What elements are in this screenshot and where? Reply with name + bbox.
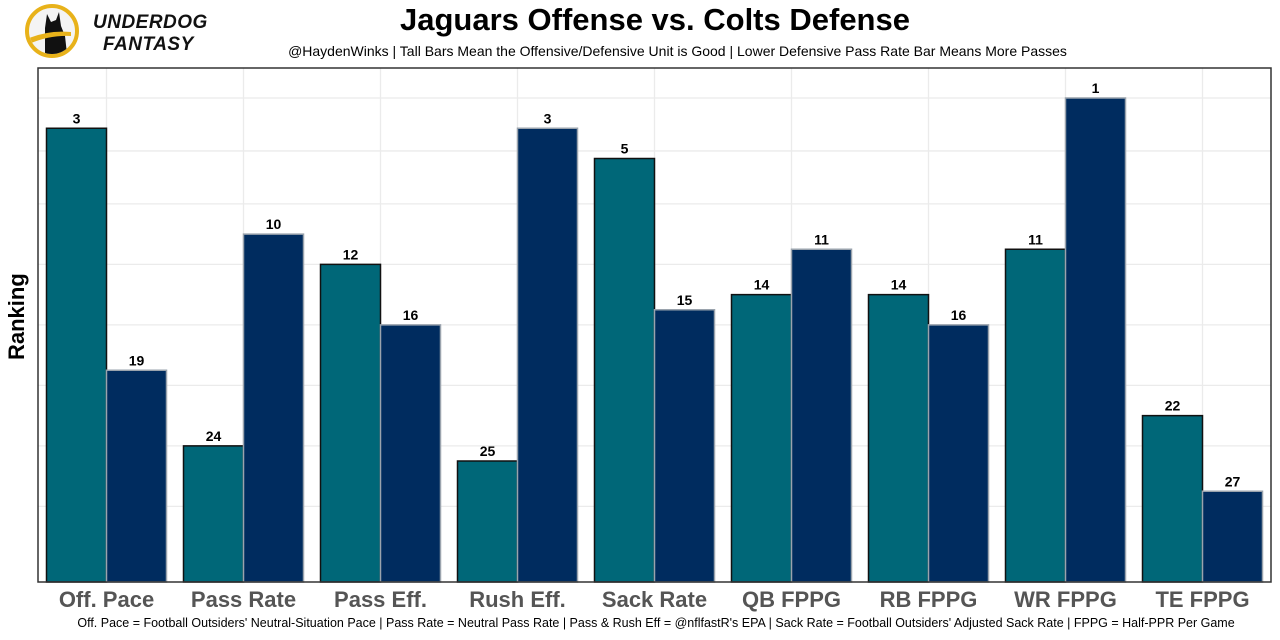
x-tick-label: Sack Rate bbox=[602, 587, 707, 612]
data-label: 1 bbox=[1092, 80, 1100, 96]
data-label: 25 bbox=[480, 443, 496, 459]
chart-title: Jaguars Offense vs. Colts Defense bbox=[400, 2, 910, 37]
data-label: 14 bbox=[891, 277, 907, 293]
bar-defense bbox=[927, 324, 990, 583]
bar-offense bbox=[867, 293, 930, 583]
x-tick-label: Off. Pace bbox=[59, 587, 154, 612]
bar-offense bbox=[319, 263, 382, 583]
bar-defense bbox=[1064, 97, 1127, 583]
x-tick-label: TE FPPG bbox=[1155, 587, 1249, 612]
chart-subtitle: @HaydenWinks | Tall Bars Mean the Offens… bbox=[288, 43, 1067, 59]
data-label: 16 bbox=[951, 307, 967, 323]
bar-offense bbox=[730, 293, 793, 583]
logo-text: UNDERDOG FANTASY bbox=[93, 12, 208, 56]
data-label: 11 bbox=[814, 231, 829, 247]
chart-caption: Off. Pace = Football Outsiders' Neutral-… bbox=[77, 616, 1235, 630]
data-label: 3 bbox=[544, 110, 552, 126]
data-label: 11 bbox=[1028, 231, 1043, 247]
data-label: 27 bbox=[1225, 473, 1241, 489]
logo-line2: FANTASY bbox=[103, 34, 194, 55]
x-tick-label: Pass Rate bbox=[191, 587, 296, 612]
data-label: 16 bbox=[403, 307, 419, 323]
data-label: 14 bbox=[754, 277, 770, 293]
bar-offense bbox=[593, 157, 656, 583]
x-tick-label: Rush Eff. bbox=[469, 587, 566, 612]
data-label: 15 bbox=[677, 292, 693, 308]
bar-defense bbox=[790, 248, 853, 583]
bar-offense bbox=[182, 445, 245, 583]
data-label: 12 bbox=[343, 246, 359, 262]
data-label: 3 bbox=[73, 110, 81, 126]
data-label: 5 bbox=[621, 141, 629, 157]
x-tick-label: RB FPPG bbox=[880, 587, 978, 612]
x-tick-label: WR FPPG bbox=[1014, 587, 1117, 612]
x-tick-label: Pass Eff. bbox=[334, 587, 427, 612]
data-label: 24 bbox=[206, 428, 222, 444]
bar-defense bbox=[653, 309, 716, 583]
data-label: 22 bbox=[1165, 398, 1181, 414]
bar-defense bbox=[516, 127, 579, 583]
bar-offense bbox=[456, 460, 519, 583]
dog-logo-icon bbox=[25, 4, 79, 58]
logo-line1: UNDERDOG bbox=[93, 12, 208, 33]
bar-defense bbox=[1201, 490, 1264, 583]
underdog-fantasy-logo: UNDERDOG FANTASY bbox=[25, 4, 208, 64]
bar-defense bbox=[379, 324, 442, 583]
bar-offense bbox=[45, 127, 108, 583]
bar-offense bbox=[1004, 248, 1067, 583]
bar-defense bbox=[105, 369, 168, 583]
plot-border bbox=[37, 67, 1272, 583]
bar-defense bbox=[242, 233, 305, 583]
data-label: 10 bbox=[266, 216, 282, 232]
x-tick-label: QB FPPG bbox=[742, 587, 841, 612]
data-label: 19 bbox=[129, 352, 145, 368]
bar-offense bbox=[1141, 414, 1204, 583]
